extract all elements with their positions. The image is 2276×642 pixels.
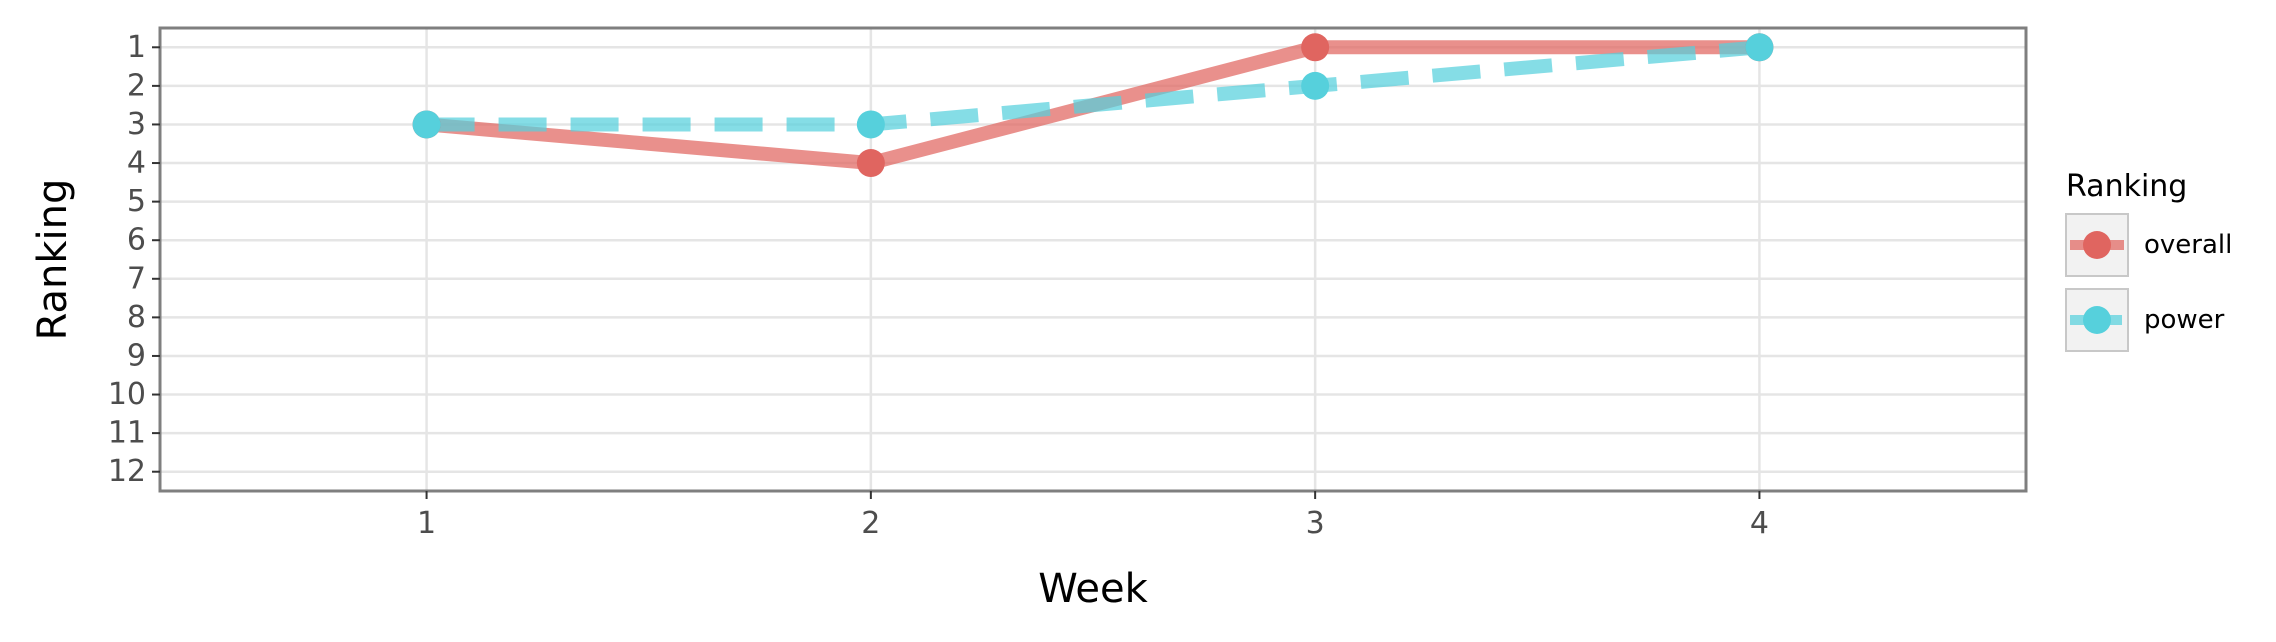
- y-tick-label: 12: [108, 454, 146, 489]
- x-axis-title: Week: [1038, 566, 1148, 612]
- y-tick-label: 7: [127, 261, 146, 296]
- data-point-power: [856, 110, 885, 139]
- x-tick-label: 4: [1750, 506, 1769, 541]
- x-tick-label: 1: [417, 506, 436, 541]
- legend-marker-overall: [2083, 231, 2111, 259]
- y-tick-label: 1: [127, 30, 146, 65]
- legend-label-overall: overall: [2144, 230, 2232, 260]
- y-tick-label: 11: [108, 416, 146, 451]
- data-point-power: [1301, 71, 1330, 100]
- legend: Ranking overall power: [2065, 169, 2232, 352]
- y-axis-title: Ranking: [30, 179, 76, 341]
- legend-title: Ranking: [2066, 169, 2187, 204]
- data-point-overall: [856, 149, 885, 178]
- data-point-overall: [1301, 33, 1330, 62]
- data-point-power: [1745, 33, 1774, 62]
- legend-marker-power: [2083, 306, 2111, 334]
- gridlines: [160, 28, 2026, 491]
- y-tick-label: 9: [127, 338, 146, 373]
- data-point-power: [412, 110, 441, 139]
- y-tick-label: 3: [127, 107, 146, 142]
- y-tick-label: 10: [108, 377, 146, 412]
- x-tick-label: 2: [861, 506, 880, 541]
- y-tick-label: 6: [127, 223, 146, 258]
- series-line-power: [426, 40, 1761, 132]
- plot-panel-border: [158, 26, 2028, 493]
- series-layer: [412, 33, 1774, 178]
- y-tick-label: 2: [127, 68, 146, 103]
- y-tick-label: 4: [127, 146, 146, 181]
- y-tick-label: 8: [127, 300, 146, 335]
- y-tick-label: 5: [127, 184, 146, 219]
- legend-label-power: power: [2144, 305, 2225, 335]
- x-tick-label: 3: [1306, 506, 1325, 541]
